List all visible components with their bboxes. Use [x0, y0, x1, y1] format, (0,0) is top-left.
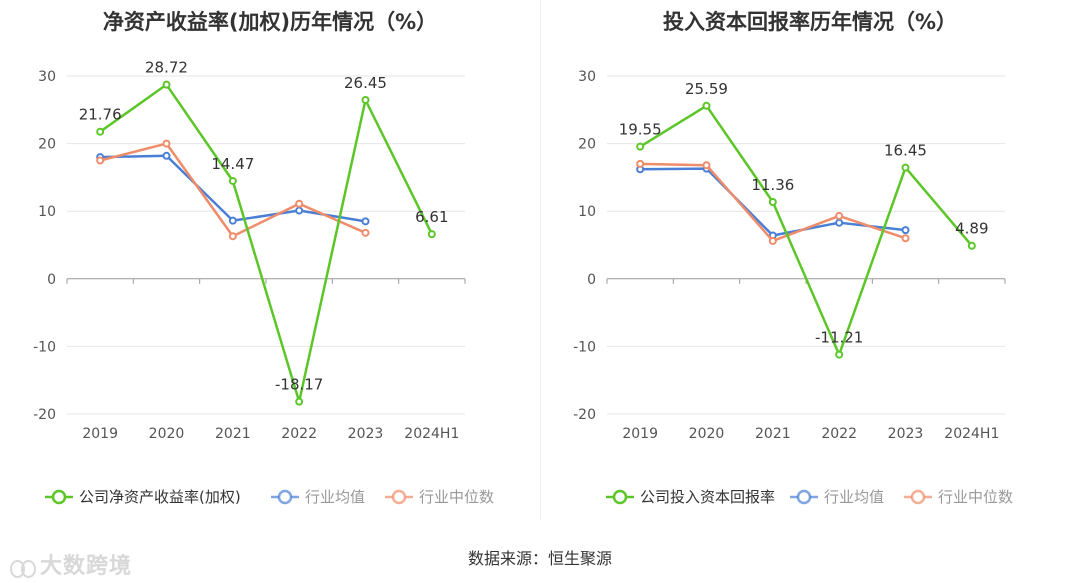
data-point	[835, 218, 844, 227]
data-point	[162, 80, 171, 89]
data-label: 6.61	[415, 208, 448, 226]
data-label: 19.55	[619, 121, 662, 139]
data-point	[901, 163, 910, 172]
y-tick-label: -10	[573, 339, 596, 355]
legend-marker	[391, 489, 407, 505]
y-tick-label: 10	[578, 204, 596, 220]
legend-label: 行业中位数	[938, 488, 1013, 506]
roe-chart: 30 20 10 0 -10 -20 2019 2020 2021 2022 2023 2024H1 2…	[33, 59, 494, 506]
data-point	[96, 127, 105, 136]
roe-chart-panel: 净资产收益率(加权)历年情况（%） 30 20 10 0 -10 -20 2019 2020 2…	[0, 0, 540, 520]
data-point	[162, 139, 171, 148]
data-point	[901, 234, 910, 243]
legend-label: 公司净资产收益率(加权)	[79, 488, 241, 506]
data-label: 11.36	[751, 176, 794, 194]
data-point	[295, 206, 304, 215]
y-tick-label: -20	[573, 407, 596, 423]
y-tick-label: -20	[33, 407, 56, 423]
watermark-logo: 大数跨境	[10, 548, 132, 580]
data-label: 25.59	[685, 80, 728, 98]
data-label: 26.45	[344, 74, 387, 92]
data-point	[228, 216, 237, 225]
data-point	[768, 198, 777, 207]
watermark-text: 大数跨境	[40, 554, 133, 579]
data-point	[228, 232, 237, 241]
data-point	[702, 101, 711, 110]
legend-marker	[910, 489, 926, 505]
y-tick-label: 30	[38, 69, 56, 85]
data-point	[835, 350, 844, 359]
data-source: 数据来源：恒生聚源	[467, 549, 612, 568]
data-point	[636, 159, 645, 168]
roic-chart: 30 20 10 0 -10 -20 2019 2020 2021 2022 2023 2024H1 1…	[573, 69, 1013, 506]
data-label: -11.21	[815, 329, 863, 347]
legend-label: 公司投入资本回报率	[640, 488, 775, 506]
x-tick-label: 2021	[215, 426, 251, 442]
legend-marker	[612, 489, 628, 505]
data-label: 28.72	[145, 59, 188, 77]
x-tick-label: 2023	[888, 426, 924, 442]
legend-label: 行业中位数	[419, 488, 494, 506]
x-tick-label: 2024H1	[944, 426, 999, 442]
series-line	[639, 104, 973, 356]
data-point	[361, 217, 370, 226]
y-tick-label: 30	[578, 69, 596, 85]
data-label: 16.45	[884, 142, 927, 160]
data-point	[636, 142, 645, 151]
legend-label: 行业均值	[305, 488, 365, 506]
data-label: -18.17	[275, 376, 323, 394]
y-tick-label: 20	[578, 137, 596, 153]
y-tick-label: 10	[38, 204, 56, 220]
data-point	[295, 199, 304, 208]
legend-marker	[51, 489, 67, 505]
data-point	[427, 230, 436, 239]
data-label: 4.89	[955, 220, 988, 238]
data-point	[162, 151, 171, 160]
x-tick-label: 2019	[82, 426, 118, 442]
y-tick-label: -10	[33, 339, 56, 355]
data-point	[295, 397, 304, 406]
x-tick-label: 2022	[821, 426, 857, 442]
data-point	[96, 156, 105, 165]
chart-title: 净资产收益率(加权)历年情况（%）	[102, 10, 438, 34]
y-tick-label: 20	[38, 137, 56, 153]
panel-divider	[540, 0, 541, 520]
x-tick-label: 2019	[622, 426, 658, 442]
y-tick-label: 0	[587, 272, 596, 288]
legend-marker	[277, 489, 293, 505]
x-tick-label: 2020	[149, 426, 185, 442]
data-point	[967, 241, 976, 250]
legend-label: 行业均值	[824, 488, 884, 506]
logo-icon	[10, 556, 36, 578]
series-line	[99, 83, 433, 403]
x-tick-label: 2024H1	[404, 426, 459, 442]
roic-chart-panel: 投入资本回报率历年情况（%） 30 20 10 0 -10 -20 2019 2020 2021…	[540, 0, 1080, 520]
data-label: 21.76	[79, 106, 122, 124]
y-tick-label: 0	[47, 272, 56, 288]
x-tick-label: 2023	[348, 426, 384, 442]
data-point	[228, 176, 237, 185]
chart-title: 投入资本回报率历年情况（%）	[662, 10, 958, 34]
data-point	[901, 226, 910, 235]
data-point	[361, 95, 370, 104]
x-tick-label: 2021	[755, 426, 791, 442]
data-point	[768, 236, 777, 245]
data-point	[702, 161, 711, 170]
legend-marker	[796, 489, 812, 505]
x-tick-label: 2022	[281, 426, 317, 442]
data-point	[361, 228, 370, 237]
data-point	[835, 211, 844, 220]
x-tick-label: 2020	[689, 426, 725, 442]
data-label: 14.47	[211, 155, 254, 173]
